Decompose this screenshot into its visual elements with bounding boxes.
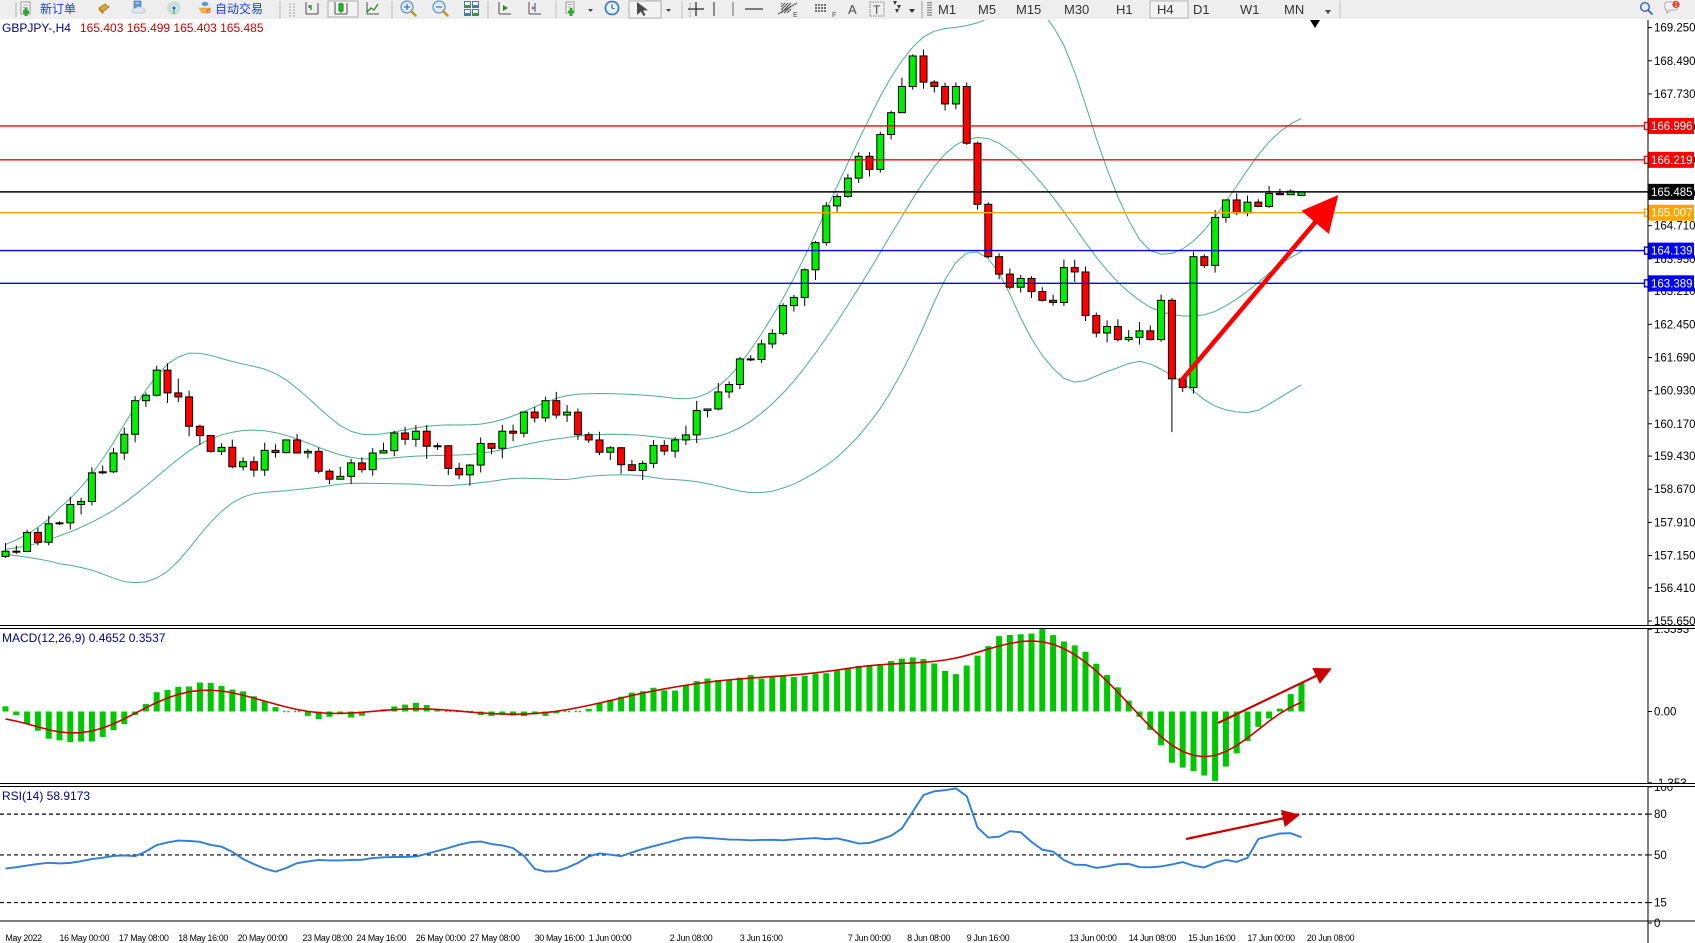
svg-text:新订单: 新订单 bbox=[40, 1, 76, 16]
svg-text:162.450: 162.450 bbox=[1654, 319, 1695, 331]
svg-text:自动交易: 自动交易 bbox=[215, 1, 263, 16]
svg-text:24 May 16:00: 24 May 16:00 bbox=[357, 933, 407, 943]
svg-text:100: 100 bbox=[1654, 787, 1673, 794]
svg-text:E: E bbox=[793, 12, 798, 19]
svg-text:27 May 08:00: 27 May 08:00 bbox=[470, 933, 520, 943]
svg-text:18 May 16:00: 18 May 16:00 bbox=[178, 933, 228, 943]
svg-text:M5: M5 bbox=[978, 2, 996, 17]
svg-text:165.007: 165.007 bbox=[1651, 208, 1693, 220]
svg-text:H4: H4 bbox=[1157, 2, 1174, 17]
svg-text:D1: D1 bbox=[1193, 2, 1210, 17]
svg-text:166.219: 166.219 bbox=[1651, 155, 1693, 167]
svg-text:161.690: 161.690 bbox=[1654, 352, 1695, 364]
svg-text:8 Jun 08:00: 8 Jun 08:00 bbox=[907, 933, 950, 943]
svg-text:160.170: 160.170 bbox=[1654, 419, 1695, 431]
svg-text:80: 80 bbox=[1654, 809, 1667, 821]
svg-text:A: A bbox=[848, 2, 857, 17]
svg-text:RSI(14) 58.9173: RSI(14) 58.9173 bbox=[2, 789, 90, 803]
svg-text:GBPJPY-,H4: GBPJPY-,H4 bbox=[2, 21, 71, 35]
svg-text:1 Jun 00:00: 1 Jun 00:00 bbox=[589, 933, 632, 943]
svg-text:163.389: 163.389 bbox=[1651, 278, 1693, 290]
svg-text:H1: H1 bbox=[1116, 2, 1133, 17]
svg-text:50: 50 bbox=[1654, 850, 1667, 862]
svg-text:20 Jun 08:00: 20 Jun 08:00 bbox=[1307, 933, 1355, 943]
svg-text:169.250: 169.250 bbox=[1654, 23, 1695, 35]
svg-text:May 2022: May 2022 bbox=[6, 933, 43, 943]
svg-text:15: 15 bbox=[1654, 898, 1667, 910]
svg-text:3 Jun 16:00: 3 Jun 16:00 bbox=[740, 933, 783, 943]
svg-text:168.490: 168.490 bbox=[1654, 56, 1695, 68]
svg-text:M15: M15 bbox=[1016, 2, 1041, 17]
svg-text:164.139: 164.139 bbox=[1651, 246, 1693, 258]
svg-text:0: 0 bbox=[1654, 918, 1660, 930]
svg-text:13 Jun 00:00: 13 Jun 00:00 bbox=[1069, 933, 1117, 943]
svg-text:157.910: 157.910 bbox=[1654, 517, 1695, 529]
svg-text:23 May 08:00: 23 May 08:00 bbox=[303, 933, 353, 943]
svg-text:F: F bbox=[832, 12, 836, 19]
svg-text:17 May 08:00: 17 May 08:00 bbox=[119, 933, 169, 943]
svg-text:157.150: 157.150 bbox=[1654, 551, 1695, 563]
svg-text:156.410: 156.410 bbox=[1654, 583, 1695, 595]
svg-text:165.403 165.499 165.403 165.48: 165.403 165.499 165.403 165.485 bbox=[80, 21, 264, 35]
svg-text:155.650: 155.650 bbox=[1654, 616, 1695, 626]
svg-text:166.996: 166.996 bbox=[1651, 121, 1693, 133]
svg-text:MN: MN bbox=[1284, 2, 1304, 17]
svg-text:MACD(12,26,9) 0.4652 0.3537: MACD(12,26,9) 0.4652 0.3537 bbox=[2, 631, 166, 645]
svg-text:20 May 00:00: 20 May 00:00 bbox=[238, 933, 288, 943]
svg-text:14 Jun 08:00: 14 Jun 08:00 bbox=[1129, 933, 1177, 943]
svg-text:159.430: 159.430 bbox=[1654, 451, 1695, 463]
svg-text:17 Jun 00:00: 17 Jun 00:00 bbox=[1248, 933, 1296, 943]
svg-text:15 Jun 16:00: 15 Jun 16:00 bbox=[1188, 933, 1236, 943]
svg-text:T: T bbox=[873, 3, 881, 17]
svg-text:164.710: 164.710 bbox=[1654, 221, 1695, 233]
svg-text:165.485: 165.485 bbox=[1651, 187, 1693, 199]
svg-text:1.5593: 1.5593 bbox=[1654, 629, 1689, 636]
svg-text:30 May 16:00: 30 May 16:00 bbox=[535, 933, 585, 943]
svg-text:M30: M30 bbox=[1064, 2, 1089, 17]
svg-text:0.00: 0.00 bbox=[1654, 707, 1676, 719]
svg-text:2 Jun 08:00: 2 Jun 08:00 bbox=[670, 933, 713, 943]
svg-text:158.670: 158.670 bbox=[1654, 484, 1695, 496]
svg-text:W1: W1 bbox=[1240, 2, 1260, 17]
svg-text:26 May 00:00: 26 May 00:00 bbox=[416, 933, 466, 943]
svg-text:9 Jun 16:00: 9 Jun 16:00 bbox=[967, 933, 1010, 943]
svg-text:160.930: 160.930 bbox=[1654, 386, 1695, 398]
svg-text:16 May 00:00: 16 May 00:00 bbox=[60, 933, 110, 943]
svg-text:-1.353: -1.353 bbox=[1654, 778, 1687, 784]
svg-text:167.730: 167.730 bbox=[1654, 89, 1695, 101]
svg-text:M1: M1 bbox=[938, 2, 956, 17]
svg-text:7 Jun 00:00: 7 Jun 00:00 bbox=[848, 933, 891, 943]
